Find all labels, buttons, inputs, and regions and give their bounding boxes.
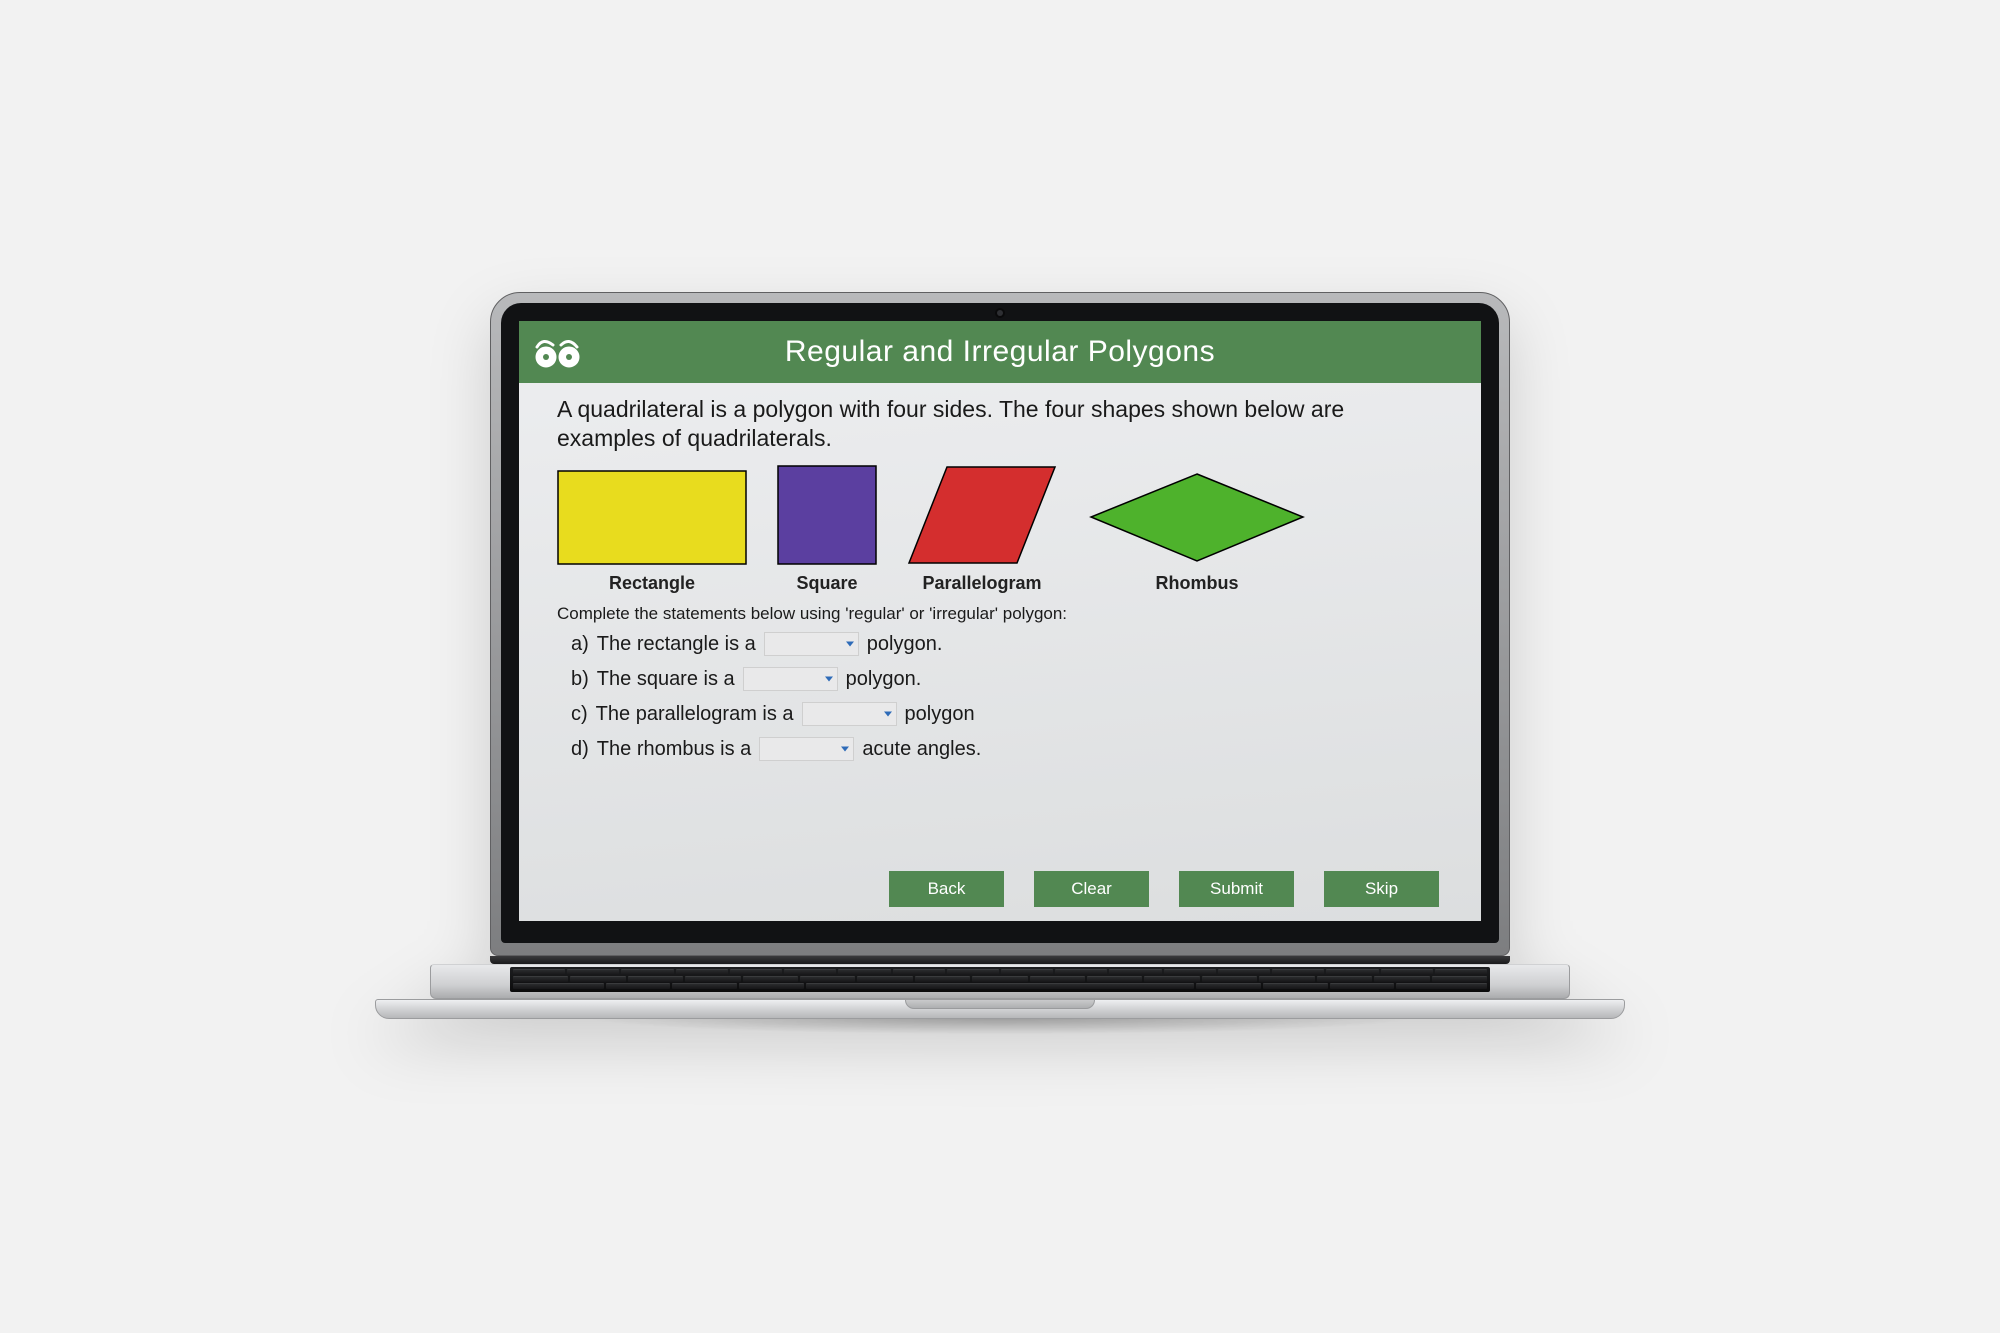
parallelogram-label: Parallelogram — [922, 573, 1041, 594]
webcam-icon — [997, 310, 1003, 316]
laptop-deck — [430, 964, 1570, 999]
square-icon — [777, 465, 877, 565]
question-b: b) The square is a polygon. — [557, 667, 1443, 691]
question-after: polygon. — [846, 668, 922, 691]
laptop-mockup: Regular and Irregular Polygons A quadril… — [375, 292, 1625, 1042]
owl-eyes-logo-icon — [529, 335, 589, 369]
laptop-hinge — [490, 956, 1510, 964]
screen-bezel: Regular and Irregular Polygons A quadril… — [501, 303, 1499, 943]
question-letter: c) — [571, 703, 588, 726]
question-after: acute angles. — [862, 738, 981, 761]
chevron-down-icon — [825, 677, 833, 682]
answer-dropdown-b[interactable] — [743, 667, 838, 691]
intro-text: A quadrilateral is a polygon with four s… — [557, 395, 1427, 454]
question-c: c) The parallelogram is a polygon — [557, 702, 1443, 726]
rectangle-icon — [557, 470, 747, 565]
skip-button[interactable]: Skip — [1324, 871, 1439, 907]
action-buttons: Back Clear Submit Skip — [889, 871, 1439, 907]
back-button[interactable]: Back — [889, 871, 1004, 907]
chevron-down-icon — [841, 747, 849, 752]
parallelogram-icon — [907, 465, 1057, 565]
shape-rhombus: Rhombus — [1087, 470, 1307, 594]
question-letter: a) — [571, 633, 589, 656]
rhombus-icon — [1087, 470, 1307, 565]
answer-dropdown-d[interactable] — [759, 737, 854, 761]
shape-square: Square — [777, 465, 877, 594]
question-after: polygon. — [867, 633, 943, 656]
shape-parallelogram: Parallelogram — [907, 465, 1057, 594]
question-d: d) The rhombus is a acute angles. — [557, 737, 1443, 761]
page-title: Regular and Irregular Polygons — [519, 335, 1481, 369]
question-before: The rhombus is a — [597, 738, 752, 761]
answer-dropdown-c[interactable] — [802, 702, 897, 726]
question-before: The parallelogram is a — [596, 703, 794, 726]
question-before: The square is a — [597, 668, 735, 691]
question-before: The rectangle is a — [597, 633, 756, 656]
answer-dropdown-a[interactable] — [764, 632, 859, 656]
clear-button[interactable]: Clear — [1034, 871, 1149, 907]
rhombus-label: Rhombus — [1156, 573, 1239, 594]
question-letter: b) — [571, 668, 589, 691]
chevron-down-icon — [846, 642, 854, 647]
laptop-notch — [905, 1000, 1095, 1009]
app-header: Regular and Irregular Polygons — [519, 321, 1481, 383]
shapes-row: Rectangle Square Parallelo — [557, 465, 1443, 594]
rectangle-label: Rectangle — [609, 573, 695, 594]
submit-button[interactable]: Submit — [1179, 871, 1294, 907]
laptop-lid: Regular and Irregular Polygons A quadril… — [490, 292, 1510, 956]
prompt-text: Complete the statements below using 'reg… — [557, 604, 1443, 624]
shape-rectangle: Rectangle — [557, 470, 747, 594]
question-after: polygon — [905, 703, 975, 726]
questions-list: a) The rectangle is a polygon. b) The sq… — [557, 632, 1443, 761]
question-letter: d) — [571, 738, 589, 761]
question-a: a) The rectangle is a polygon. — [557, 632, 1443, 656]
content-area: A quadrilateral is a polygon with four s… — [519, 383, 1481, 921]
laptop-shadow — [400, 1017, 1600, 1042]
laptop-base — [375, 999, 1625, 1019]
square-label: Square — [796, 573, 857, 594]
app-screen: Regular and Irregular Polygons A quadril… — [519, 321, 1481, 921]
keyboard-icon — [510, 967, 1490, 992]
chevron-down-icon — [884, 712, 892, 717]
